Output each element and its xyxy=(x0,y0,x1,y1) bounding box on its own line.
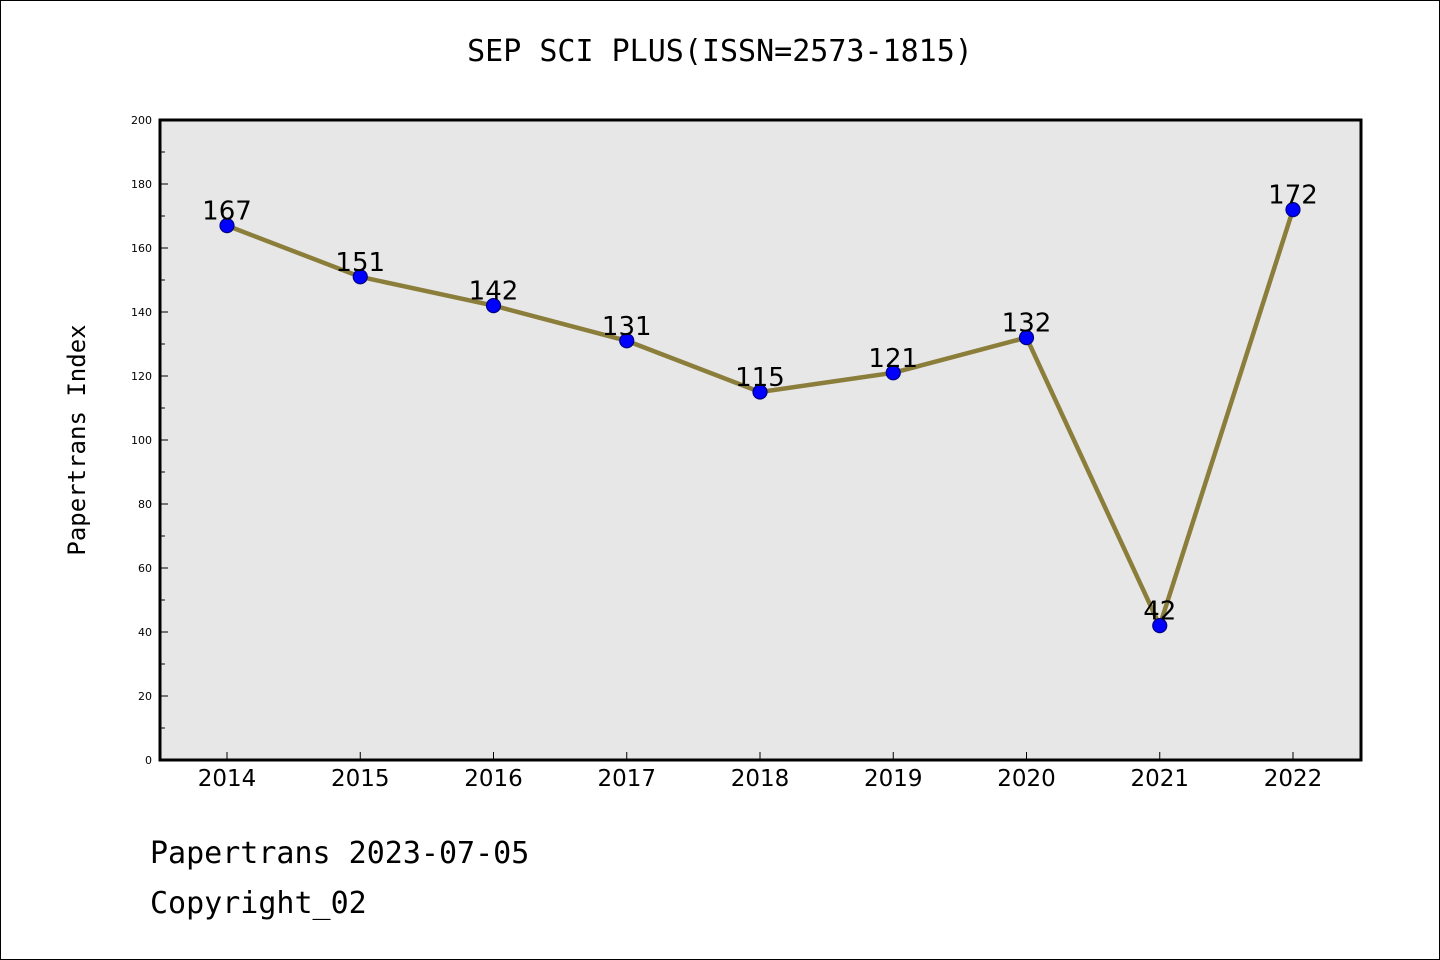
data-point-marker xyxy=(1152,617,1168,634)
data-point-marker xyxy=(752,384,768,400)
chart-title: SEP SCI PLUS(ISSN=2573-1815) xyxy=(467,34,973,69)
plot-border xyxy=(158,118,1363,762)
y-tick-label: 140 xyxy=(131,306,152,319)
x-tick-label: 2022 xyxy=(1264,766,1323,792)
x-tick-label: 2021 xyxy=(1130,766,1189,792)
y-axis-label: Papertrans Index xyxy=(63,324,91,555)
y-tick-label: 120 xyxy=(131,370,152,383)
y-tick-label: 180 xyxy=(131,178,152,191)
x-tick-label: 2014 xyxy=(198,766,257,792)
y-tick-label: 20 xyxy=(138,690,152,703)
y-axis: 0 20 40 60 80 100 120 140 160 180 200 xyxy=(131,114,168,767)
data-label-group: 167 151 142 131 115 121 132 42 172 xyxy=(202,181,1318,627)
y-tick-label: 80 xyxy=(138,498,152,511)
data-point-label: 172 xyxy=(1268,181,1318,211)
plot-area xyxy=(160,120,1361,760)
y-tick-label: 160 xyxy=(131,242,152,255)
y-tick-label: 60 xyxy=(138,562,152,575)
x-tick-label: 2019 xyxy=(864,766,923,792)
data-point-label: 142 xyxy=(469,277,519,307)
data-point-marker xyxy=(885,365,901,381)
data-point-marker xyxy=(352,269,368,285)
data-point-label: 132 xyxy=(1002,309,1052,339)
x-tick-label: 2015 xyxy=(331,766,390,792)
data-point-label: 167 xyxy=(202,197,252,227)
x-tick-label: 2016 xyxy=(464,766,523,792)
y-tick-label: 0 xyxy=(145,754,152,767)
x-tick-label: 2018 xyxy=(731,766,790,792)
data-point-marker xyxy=(619,333,635,349)
data-point-marker xyxy=(1285,202,1301,218)
data-point-label: 115 xyxy=(735,363,785,393)
data-point-marker xyxy=(485,298,502,314)
y-tick-label: 100 xyxy=(131,434,152,447)
data-point-marker xyxy=(1018,330,1035,346)
x-axis: 2014 2015 2016 2017 2018 2019 2020 2021 2022 xyxy=(198,752,1323,792)
y-tick-label: 40 xyxy=(138,626,152,639)
data-point-label: 131 xyxy=(602,312,652,342)
x-tick-label: 2020 xyxy=(997,766,1056,792)
data-point-label: 121 xyxy=(868,344,918,374)
data-point-label: 42 xyxy=(1143,597,1176,627)
footer-date-line: Papertrans 2023-07-05 xyxy=(150,836,530,871)
data-point-label: 151 xyxy=(335,248,385,278)
data-point-marker xyxy=(219,218,235,234)
footer-copyright-line: Copyright_02 xyxy=(150,886,367,921)
marker-group xyxy=(219,202,1301,634)
x-tick-label: 2017 xyxy=(597,766,656,792)
y-tick-label: 200 xyxy=(131,114,152,127)
